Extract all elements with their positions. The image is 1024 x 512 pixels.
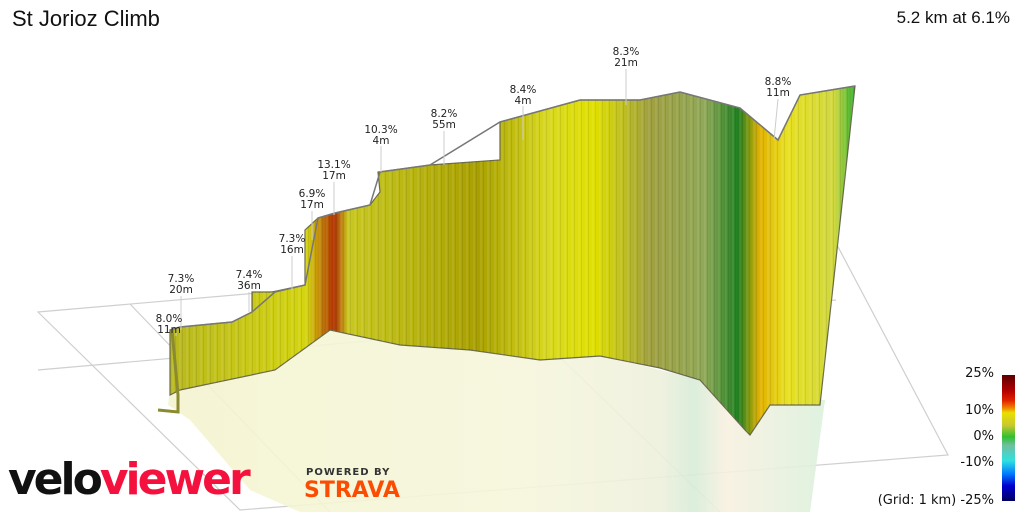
svg-text:11m: 11m: [766, 87, 790, 99]
svg-text:7.4%: 7.4%: [236, 269, 263, 281]
svg-text:55m: 55m: [432, 119, 456, 131]
profile-tail: [157, 329, 180, 414]
svg-text:8.0%: 8.0%: [156, 313, 183, 325]
svg-text:7.3%: 7.3%: [168, 273, 195, 285]
svg-text:36m: 36m: [237, 280, 261, 292]
svg-text:8.4%: 8.4%: [510, 84, 537, 96]
veloviewer-logo[interactable]: veloviewer: [8, 454, 251, 506]
annotations: [175, 69, 779, 336]
svg-text:8.2%: 8.2%: [431, 108, 458, 120]
grid-note: (Grid: 1 km): [877, 493, 957, 508]
svg-text:8.8%: 8.8%: [765, 76, 792, 88]
annotation-labels: 8.0% 11m 7.3% 20m 7.4% 36m 7.3% 16m 6.9%…: [156, 46, 792, 336]
svg-text:4m: 4m: [515, 95, 532, 107]
logo-velo: velo: [8, 454, 103, 505]
svg-text:7.3%: 7.3%: [279, 233, 306, 245]
legend-tick-neg10: -10%: [960, 455, 994, 470]
svg-text:20m: 20m: [169, 284, 193, 296]
powered-by-label: POWERED BY: [306, 467, 391, 478]
svg-text:8.3%: 8.3%: [613, 46, 640, 58]
logo-viewer: viewer: [99, 454, 251, 505]
svg-text:16m: 16m: [280, 244, 304, 256]
svg-text:10.3%: 10.3%: [364, 124, 397, 136]
gradient-color-scale: [1002, 375, 1015, 501]
svg-text:13.1%: 13.1%: [317, 159, 350, 171]
svg-text:21m: 21m: [614, 57, 638, 69]
svg-text:4m: 4m: [373, 135, 390, 147]
svg-text:11m: 11m: [157, 324, 181, 336]
climb-summary: 5.2 km at 6.1%: [896, 8, 1010, 27]
legend-tick-neg25: -25%: [960, 493, 994, 508]
page-title: St Jorioz Climb: [12, 6, 160, 31]
svg-text:17m: 17m: [322, 170, 346, 182]
svg-text:6.9%: 6.9%: [299, 188, 326, 200]
profile-reflection: [168, 330, 825, 512]
strava-logo[interactable]: STRAVA: [304, 478, 400, 503]
legend-tick-0: 0%: [973, 429, 994, 444]
legend-tick-25: 25%: [965, 366, 994, 381]
legend-tick-10: 10%: [965, 403, 994, 418]
svg-text:17m: 17m: [300, 199, 324, 211]
legend-bottom-row: (Grid: 1 km) -25%: [878, 493, 994, 508]
